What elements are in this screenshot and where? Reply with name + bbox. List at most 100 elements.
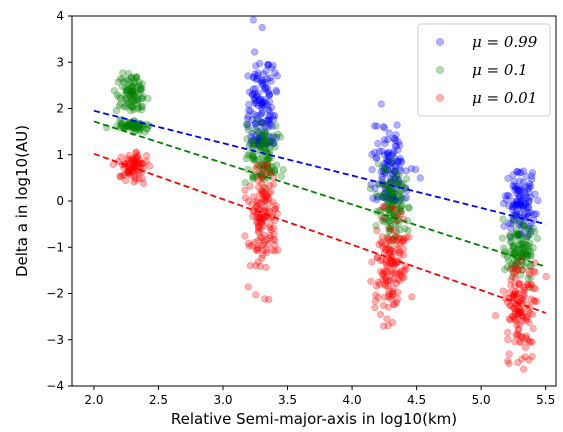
- data-point: [138, 174, 147, 182]
- data-point: [123, 86, 131, 95]
- data-point: [132, 83, 141, 91]
- data-point: [374, 192, 382, 201]
- data-point: [524, 225, 533, 233]
- data-point: [125, 120, 133, 128]
- data-point: [252, 246, 260, 254]
- data-point: [394, 157, 402, 165]
- data-point: [130, 121, 138, 129]
- data-point: [122, 122, 130, 130]
- data-point: [373, 253, 382, 261]
- data-point: [146, 162, 154, 170]
- data-point: [129, 123, 137, 131]
- data-point: [256, 262, 264, 271]
- data-point: [390, 196, 399, 204]
- data-point: [385, 194, 393, 202]
- data-point: [403, 175, 411, 183]
- data-point: [390, 275, 398, 283]
- data-point: [252, 262, 260, 270]
- data-point: [532, 210, 540, 218]
- data-point: [397, 194, 406, 202]
- data-point: [250, 154, 258, 162]
- data-point: [386, 225, 394, 233]
- data-point: [253, 136, 261, 144]
- data-point: [520, 223, 528, 231]
- data-point: [126, 121, 134, 129]
- data-point: [397, 207, 405, 215]
- data-point: [405, 204, 413, 212]
- data-point: [401, 225, 409, 233]
- data-point: [525, 283, 533, 291]
- data-point: [269, 61, 277, 70]
- data-point: [133, 93, 141, 102]
- data-point: [512, 210, 521, 218]
- data-point: [386, 194, 395, 202]
- data-point: [248, 129, 256, 137]
- data-point: [128, 123, 136, 132]
- data-point: [524, 307, 533, 315]
- data-point: [385, 227, 393, 235]
- data-point: [137, 103, 145, 111]
- data-point: [137, 160, 145, 168]
- data-point: [511, 275, 520, 283]
- data-point: [136, 85, 144, 93]
- data-point: [400, 237, 408, 246]
- data-point: [255, 141, 264, 149]
- data-point: [255, 229, 263, 237]
- data-point: [519, 197, 528, 205]
- data-point: [380, 190, 388, 198]
- data-point: [529, 325, 537, 333]
- data-point: [253, 72, 262, 80]
- data-point: [269, 198, 277, 206]
- data-point: [527, 182, 535, 191]
- data-point: [258, 143, 267, 151]
- data-point: [262, 140, 270, 148]
- data-point: [394, 221, 402, 229]
- data-point: [279, 165, 287, 174]
- legend-box: [417, 23, 551, 117]
- data-point: [117, 153, 125, 161]
- data-point: [511, 338, 519, 346]
- data-point: [262, 163, 270, 171]
- data-point: [511, 307, 520, 315]
- data-point: [115, 102, 123, 110]
- data-point: [389, 193, 397, 201]
- data-point: [263, 140, 271, 148]
- data-point: [508, 262, 516, 271]
- data-point: [135, 123, 143, 131]
- data-point: [118, 82, 127, 91]
- data-point: [522, 316, 531, 324]
- data-point: [255, 96, 263, 105]
- data-point: [391, 204, 399, 212]
- data-point: [379, 163, 387, 171]
- data-point: [520, 247, 528, 256]
- data-point: [264, 61, 272, 69]
- data-point: [381, 293, 389, 301]
- data-point: [379, 243, 387, 251]
- data-point: [504, 191, 512, 199]
- data-point: [241, 186, 249, 194]
- data-point: [129, 103, 137, 111]
- data-point: [257, 76, 265, 84]
- data-point: [379, 193, 387, 201]
- data-point: [519, 250, 528, 259]
- data-point: [521, 190, 530, 199]
- data-point: [261, 129, 269, 137]
- data-point: [259, 134, 268, 142]
- data-point: [259, 78, 267, 86]
- data-point: [254, 138, 262, 146]
- data-point: [254, 218, 262, 227]
- data-point: [130, 178, 138, 186]
- data-point: [388, 236, 396, 244]
- data-point: [366, 184, 375, 192]
- x-tick-label: 2.5: [149, 393, 168, 407]
- data-point: [382, 245, 390, 253]
- data-point: [251, 136, 259, 144]
- data-point: [412, 165, 420, 173]
- data-point: [394, 210, 402, 218]
- data-point: [387, 222, 395, 230]
- data-point: [522, 249, 531, 257]
- data-point: [393, 236, 401, 244]
- data-point: [391, 167, 399, 176]
- data-point: [530, 211, 539, 219]
- data-point: [394, 288, 402, 296]
